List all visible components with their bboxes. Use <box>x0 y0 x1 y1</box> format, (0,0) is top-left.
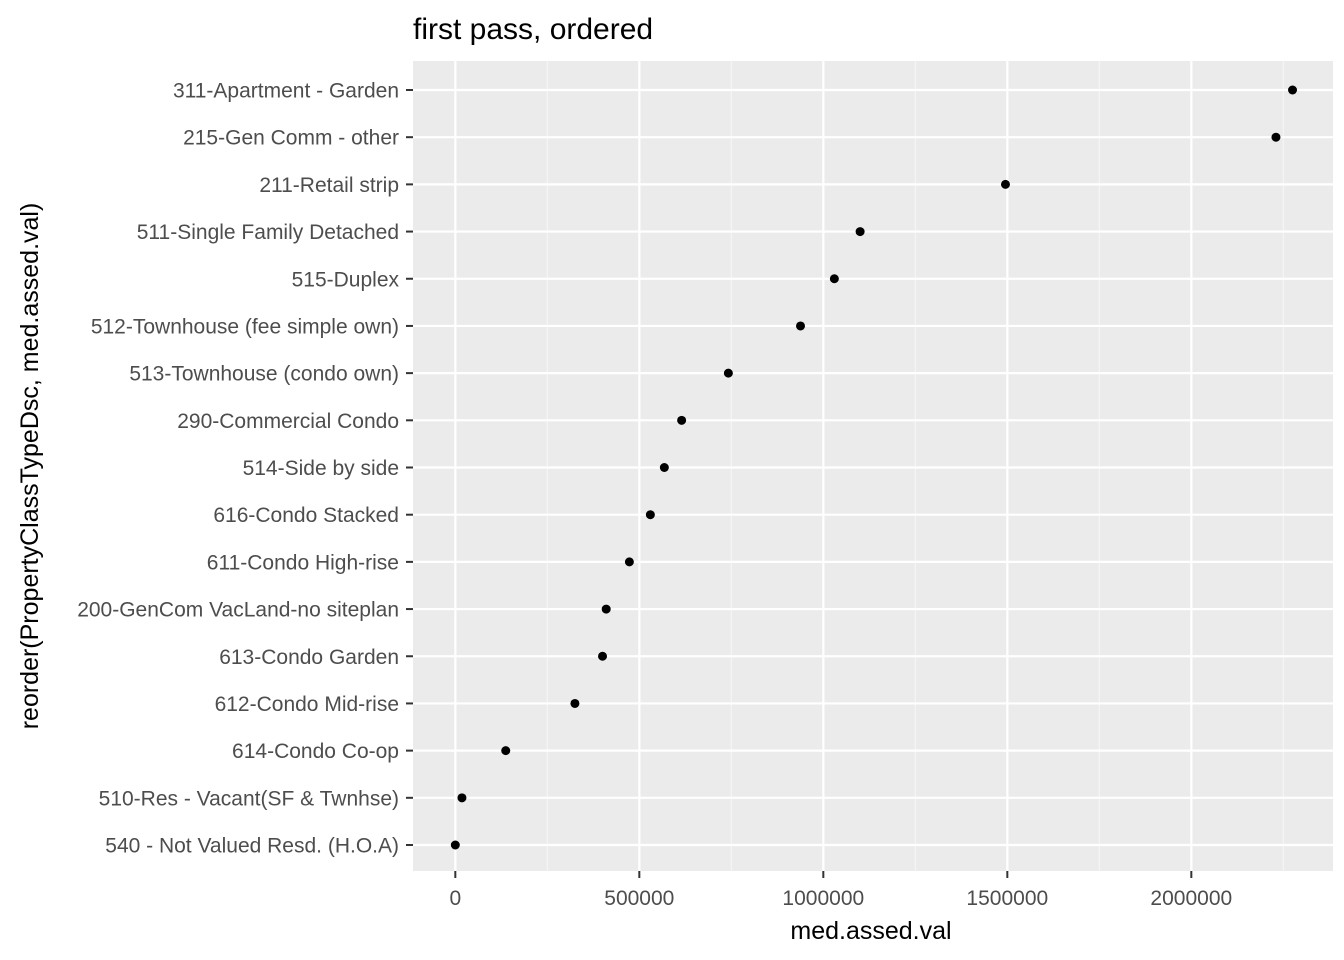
y-tick-label: 200-GenCom VacLand-no siteplan <box>77 599 399 622</box>
data-point <box>624 557 634 567</box>
chart-title: first pass, ordered <box>413 13 653 46</box>
data-point <box>855 227 865 237</box>
plot-panel <box>413 61 1333 871</box>
y-tick-label: 513-Townhouse (condo own) <box>129 363 399 386</box>
x-tick-label: 0 <box>449 887 461 910</box>
y-tick-label: 616-Condo Stacked <box>213 504 399 527</box>
x-tick-label: 1000000 <box>782 887 864 910</box>
data-point <box>570 698 580 708</box>
y-tick-label: 510-Res - Vacant(SF & Twnhse) <box>99 787 399 810</box>
data-point <box>796 321 806 331</box>
data-point <box>645 510 655 520</box>
x-tick-label: 2000000 <box>1150 887 1232 910</box>
data-point <box>450 840 460 850</box>
data-point <box>659 463 669 472</box>
y-tick-label: 614-Condo Co-op <box>232 740 399 763</box>
x-tick-label: 500000 <box>604 887 674 910</box>
y-tick-label: 611-Condo High-rise <box>207 551 399 574</box>
y-tick-label: 511-Single Family Detached <box>137 221 399 244</box>
y-tick-label: 612-Condo Mid-rise <box>215 693 399 716</box>
y-tick-label: 512-Townhouse (fee simple own) <box>91 315 399 338</box>
data-point <box>598 651 608 661</box>
data-point <box>677 415 687 425</box>
y-tick-label: 290-Commercial Condo <box>177 410 399 433</box>
minor-gridlines <box>546 61 1284 871</box>
major-gridlines <box>413 61 1333 871</box>
y-axis-title: reorder(PropertyClassTypeDsc, med.assed.… <box>16 203 44 730</box>
x-axis-title: med.assed.val <box>790 917 951 945</box>
data-point <box>829 274 839 284</box>
data-point <box>457 793 467 803</box>
data-points <box>450 85 1298 850</box>
y-tick-label: 514-Side by side <box>243 457 399 480</box>
data-point <box>501 746 511 756</box>
x-axis: 0 500000 1000000 1500000 2000000 <box>449 871 1232 910</box>
y-tick-label: 211-Retail strip <box>259 174 399 197</box>
data-point <box>723 368 733 378</box>
y-tick-label: 613-Condo Garden <box>219 646 399 669</box>
data-point <box>1288 85 1298 95</box>
y-axis: 540 - Not Valued Resd. (H.O.A) 510-Res - … <box>77 80 413 858</box>
y-tick-label: 515-Duplex <box>292 268 400 291</box>
y-tick-label: 540 - Not Valued Resd. (H.O.A) <box>105 835 399 858</box>
data-point <box>601 604 611 614</box>
data-point <box>1000 179 1010 189</box>
y-tick-label: 215-Gen Comm - other <box>183 127 399 150</box>
data-point <box>1271 132 1281 142</box>
x-tick-label: 1500000 <box>966 887 1048 910</box>
y-tick-label: 311-Apartment - Garden <box>173 80 399 103</box>
